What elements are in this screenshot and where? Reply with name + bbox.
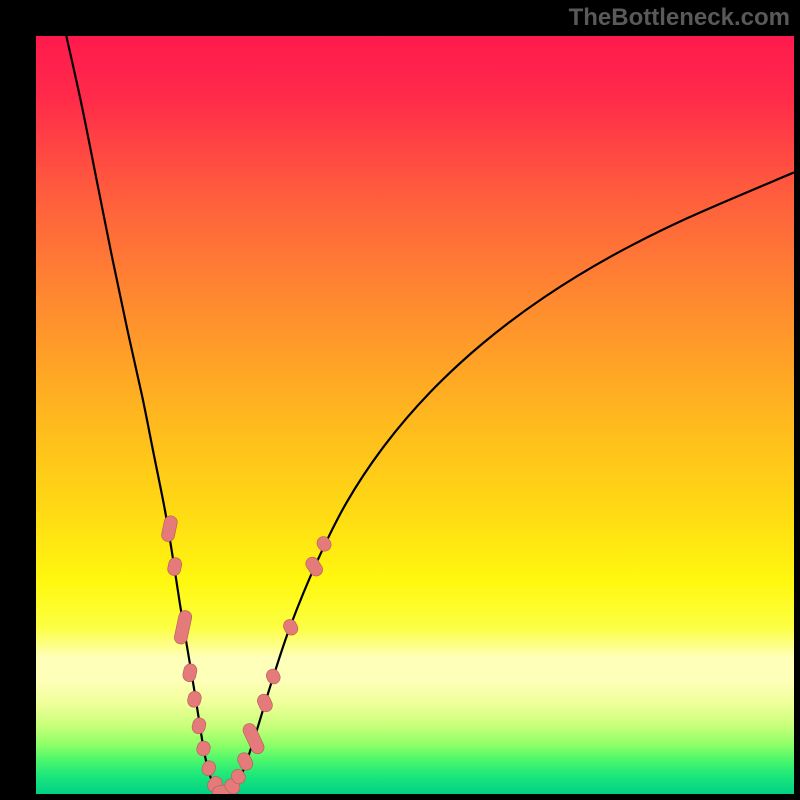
data-marker: [303, 555, 325, 579]
data-marker: [191, 716, 207, 735]
plot-area: [36, 36, 794, 794]
bottleneck-curve: [66, 36, 794, 793]
data-marker: [281, 617, 300, 637]
data-marker: [182, 663, 198, 683]
data-marker: [200, 759, 218, 778]
data-marker: [255, 692, 274, 714]
data-marker: [160, 515, 178, 543]
data-marker: [186, 690, 202, 709]
data-marker: [166, 556, 182, 576]
data-marker: [173, 609, 193, 645]
curve-layer: [36, 36, 794, 794]
data-marker: [195, 740, 212, 758]
chart-root: { "watermark": { "text": "TheBottleneck.…: [0, 0, 800, 800]
data-marker: [314, 534, 333, 554]
watermark-text: TheBottleneck.com: [569, 4, 790, 32]
data-marker: [241, 721, 266, 755]
data-marker: [264, 667, 282, 686]
